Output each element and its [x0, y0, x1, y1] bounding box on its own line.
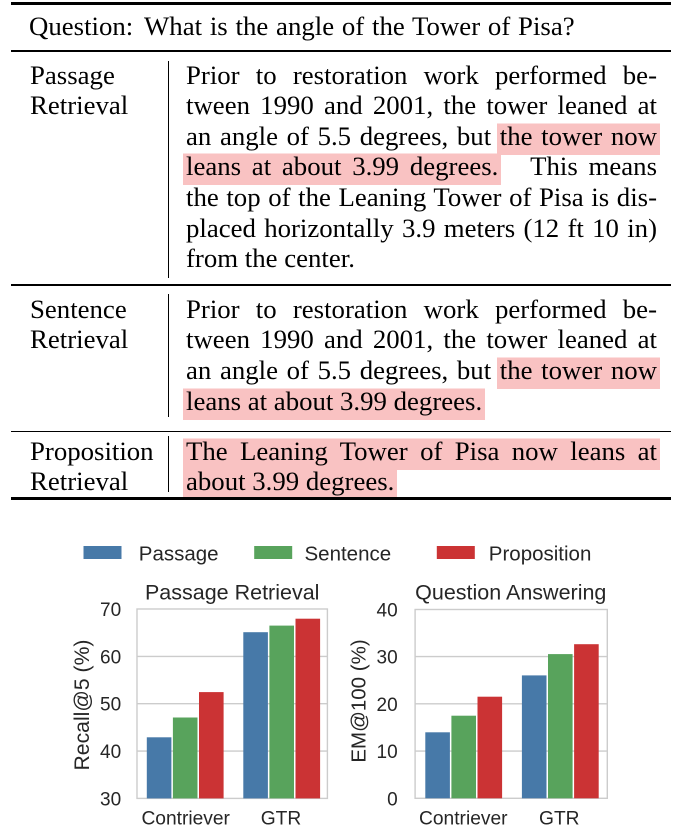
svg-text:60: 60	[100, 647, 121, 668]
svg-text:0: 0	[387, 789, 398, 810]
svg-text:40: 40	[377, 601, 398, 622]
svg-text:Question Answering: Question Answering	[415, 580, 606, 604]
svg-text:GTR: GTR	[539, 809, 580, 830]
svg-text:Passage Retrieval: Passage Retrieval	[145, 580, 319, 604]
svg-text:30: 30	[377, 648, 398, 669]
svg-text:Contriever: Contriever	[419, 809, 508, 830]
svg-text:EM@100 (%): EM@100 (%)	[347, 639, 370, 762]
svg-text:50: 50	[100, 695, 121, 716]
svg-text:20: 20	[377, 695, 398, 716]
svg-text:Proposition: Proposition	[489, 542, 592, 565]
svg-text:GTR: GTR	[261, 809, 302, 830]
svg-text:30: 30	[100, 789, 121, 810]
svg-text:Passage: Passage	[139, 542, 219, 565]
svg-text:70: 70	[100, 600, 121, 621]
svg-text:10: 10	[377, 742, 398, 763]
svg-text:Sentence: Sentence	[305, 542, 392, 565]
svg-text:Contriever: Contriever	[141, 809, 230, 830]
svg-text:Recall@5 (%): Recall@5 (%)	[71, 639, 94, 770]
svg-text:40: 40	[100, 742, 121, 763]
